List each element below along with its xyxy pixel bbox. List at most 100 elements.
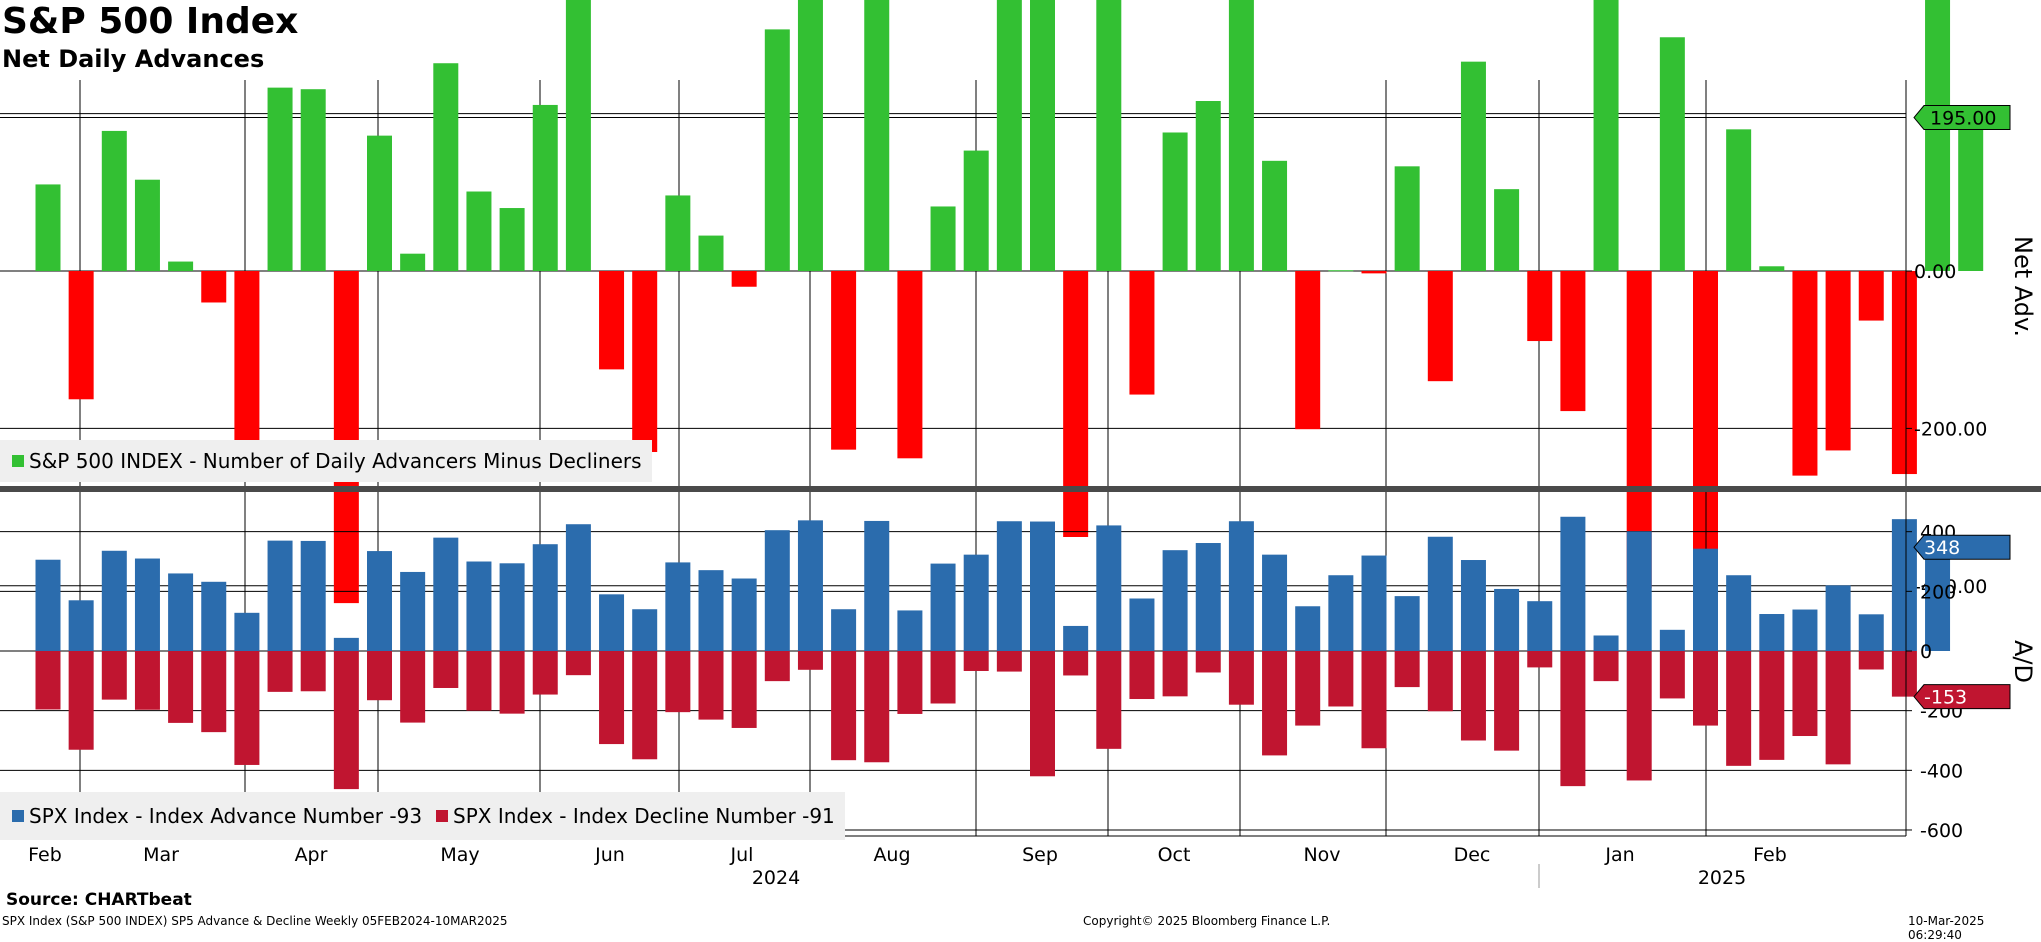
decline-bar (1361, 651, 1387, 749)
advance-bar (1925, 547, 1951, 651)
top-last-value-tag (1913, 105, 2011, 131)
bottom-y-tick-label: 0 (1920, 641, 1932, 663)
net-advance-bar (1825, 271, 1851, 451)
decline-bar (1494, 651, 1520, 751)
decline-bar (400, 651, 426, 723)
net-advance-bar (1958, 117, 1984, 271)
decline-bar (1427, 651, 1453, 712)
net-advance-bar (1030, 0, 1055, 272)
decline-bar (333, 651, 359, 790)
x-month-label: Jun (594, 844, 625, 866)
bottom-last-decline-tag (1913, 684, 2011, 710)
net-advance-bar (963, 150, 989, 271)
bottom-last-decline-label: -153 (1924, 687, 1967, 709)
advance-bar (1626, 531, 1652, 651)
advance-bar (1394, 596, 1420, 651)
net-advance-bar (1328, 270, 1354, 272)
bottom-y-tick-label: -400 (1920, 760, 1963, 782)
bottom-last-advance-label: 348 (1924, 537, 1960, 559)
source-label: Source: CHARTbeat (6, 890, 192, 910)
decline-bar (499, 651, 525, 714)
advance-bar (632, 609, 658, 651)
advance-bar (433, 537, 459, 651)
decline-bar (1063, 651, 1089, 676)
advance-bar (333, 637, 359, 651)
net-advance-bar (400, 253, 426, 271)
advance-bar (499, 563, 525, 651)
net-advance-bar (1096, 0, 1122, 272)
net-advance-bar (300, 89, 326, 271)
x-month-label: Mar (143, 844, 179, 866)
top-y-axis-title: Net Adv. (2009, 236, 2037, 337)
net-advance-bar (134, 179, 160, 271)
net-advance-bar (1925, 0, 1951, 271)
net-advance-bar (1394, 166, 1420, 271)
advance-bar (698, 570, 724, 651)
x-year-label: 2024 (752, 867, 800, 889)
net-advance-bar (1427, 271, 1453, 382)
decline-bar (632, 651, 658, 760)
legend-label-declines: SPX Index - Index Decline Number -91 (453, 804, 835, 828)
advance-bar (996, 521, 1022, 651)
decline-bar (1593, 651, 1619, 682)
advance-bar (267, 540, 293, 651)
net-advance-bar (267, 87, 293, 271)
net-advance-bar (1262, 160, 1288, 271)
net-advance-bar (1792, 271, 1818, 476)
net-advance-bar (1726, 129, 1752, 271)
net-advance-bar (1361, 271, 1387, 274)
advance-bar (1593, 635, 1619, 651)
decline-bar (1891, 651, 1917, 697)
advance-bar (1129, 598, 1155, 651)
advance-bar (1328, 575, 1354, 651)
advance-bar (1096, 525, 1122, 651)
advance-bar (897, 610, 923, 651)
legend-swatch-green (12, 455, 24, 467)
advance-bar (367, 551, 392, 651)
decline-bar (68, 651, 94, 750)
legend-entry-net-advances: S&P 500 INDEX - Number of Daily Advancer… (12, 449, 642, 473)
advance-bar (797, 520, 823, 651)
legend-entry-declines: SPX Index - Index Decline Number -91 (436, 804, 835, 828)
net-advance-bar (1228, 0, 1254, 271)
decline-bar (201, 651, 227, 733)
decline-bar (1693, 651, 1718, 726)
advance-bar (764, 530, 790, 651)
advance-bar (1858, 614, 1884, 651)
net-advance-bar (234, 271, 260, 474)
decline-bar (930, 651, 956, 704)
net-advance-bar (466, 191, 492, 271)
net-advance-bar (168, 261, 194, 271)
decline-bar (1792, 651, 1818, 737)
footer-timestamp: 10-Mar-2025 06:29:40 (1908, 914, 1985, 942)
decline-bar (1394, 651, 1420, 688)
decline-bar (1295, 651, 1321, 726)
x-month-label: Aug (873, 844, 910, 866)
advance-bar (201, 581, 227, 651)
x-month-label: Feb (1753, 844, 1787, 866)
advance-bar (1460, 560, 1486, 651)
decline-bar (897, 651, 923, 714)
net-advance-bar (864, 0, 890, 272)
net-advance-bar (101, 130, 127, 271)
advance-bar (1726, 575, 1752, 651)
net-advance-bar (1560, 271, 1586, 412)
advance-bar (400, 571, 426, 651)
bottom-last-advance-tag (1913, 534, 2011, 560)
net-advance-bar (1858, 271, 1884, 321)
decline-bar (698, 651, 724, 720)
net-advance-bar (1891, 271, 1917, 475)
advance-bar (300, 540, 326, 651)
net-advance-bar (831, 271, 857, 450)
top-legend: S&P 500 INDEX - Number of Daily Advancer… (0, 440, 652, 482)
advance-bar (234, 612, 260, 651)
x-month-label: Oct (1158, 844, 1191, 866)
legend-swatch-red (436, 810, 449, 822)
decline-bar (797, 651, 823, 670)
advance-bar (731, 578, 757, 651)
top-y-tick-label: -200.00 (1914, 418, 1987, 440)
footer-copyright: Copyright© 2025 Bloomberg Finance L.P. (1083, 914, 1331, 928)
net-advance-bar (1295, 271, 1321, 430)
decline-bar (234, 651, 260, 765)
advance-bar (1527, 601, 1553, 651)
